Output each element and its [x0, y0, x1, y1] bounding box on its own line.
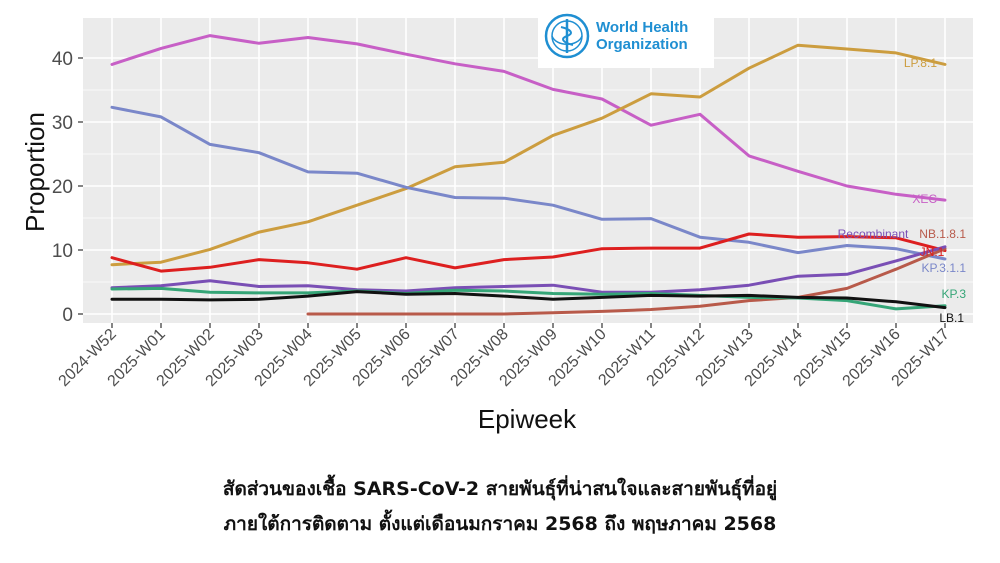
- series-label-xec: XEC: [912, 192, 937, 206]
- x-axis: 2024-W522025-W012025-W022025-W032025-W04…: [56, 323, 953, 390]
- series-line-kp-3-1-1: [110, 105, 947, 261]
- series-label-nb-1-8-1: NB.1.8.1: [919, 227, 966, 241]
- series-labels: XEC LP.8.1 KP.3.1.1 JN.1 NB.1.8.1 Recombinant…: [838, 56, 967, 325]
- plot-panel: [83, 18, 973, 323]
- series-line-xec: [110, 34, 947, 202]
- series-line-nb-1-8-1: [306, 247, 947, 316]
- series-label-kp-3-1-1: KP.3.1.1: [922, 261, 967, 275]
- y-axis-title: Proportion: [20, 112, 50, 232]
- y-axis: 0 10 20 30 40: [52, 49, 83, 326]
- who-logo: World Health Organization: [538, 4, 714, 68]
- y-tick-label-20: 20: [52, 177, 73, 198]
- series-line-recombinant: [110, 245, 947, 294]
- y-tick-label-10: 10: [52, 241, 73, 262]
- caption-line2: ภายใต้การติดตาม ตั้งแต่เดือนมกราคม 2568 …: [223, 513, 777, 535]
- series-label-lp-8-1: LP.8.1: [904, 56, 937, 70]
- series-label-kp-3: KP.3: [942, 287, 967, 301]
- y-tick-label-30: 30: [52, 113, 73, 134]
- series-label-recombinant: Recombinant: [838, 227, 909, 241]
- series-label-lb-1: LB.1: [939, 311, 964, 325]
- series-label-jn-1: JN.1: [920, 245, 945, 259]
- who-logo-text: World Health Organization: [596, 19, 688, 53]
- series-lines: [110, 34, 947, 316]
- y-tick-label-40: 40: [52, 49, 73, 70]
- series-line-lb-1: [110, 290, 947, 310]
- who-emblem-icon: [544, 13, 590, 59]
- who-logo-line2: Organization: [596, 36, 688, 53]
- caption-line1: สัดส่วนของเชื้อ SARS-CoV-2 สายพันธุ์ที่น…: [222, 478, 778, 500]
- series-line-jn-1: [110, 232, 947, 273]
- series-line-lp-8-1: [110, 43, 947, 267]
- x-axis-title: Epiweek: [478, 404, 577, 434]
- who-logo-line1: World Health: [596, 19, 689, 36]
- y-tick-label-0: 0: [62, 305, 73, 326]
